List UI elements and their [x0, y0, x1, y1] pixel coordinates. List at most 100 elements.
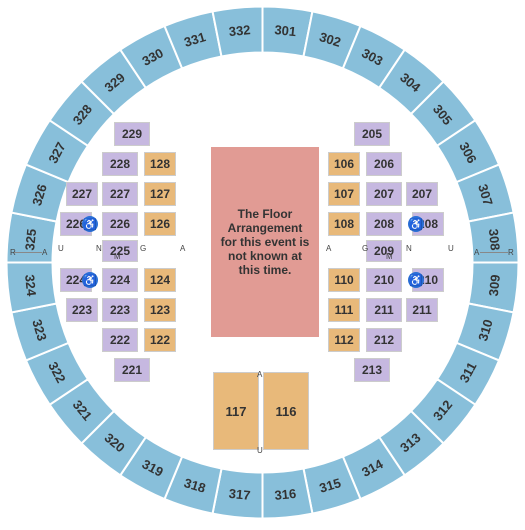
section-label: 111 [335, 303, 354, 317]
outer-section-label: 325 [22, 228, 39, 251]
wheelchair-icon: ♿ [408, 272, 424, 288]
row-letter: M [386, 252, 393, 261]
section-label: 126 [150, 217, 170, 231]
right-outer-section-206[interactable]: 206 [366, 152, 402, 176]
floor-message: The Floor Arrangement for this event is … [219, 207, 311, 277]
right-100-section-112[interactable]: 112 [328, 328, 360, 352]
left-100-section-122[interactable]: 122 [144, 328, 176, 352]
left-100-section-124[interactable]: 124 [144, 268, 176, 292]
section-label: 116 [276, 404, 297, 419]
left-100-section-127[interactable]: 127 [144, 182, 176, 206]
section-label: 122 [150, 333, 170, 347]
section-label: 206 [374, 157, 394, 171]
left-inner-section-224[interactable]: 224 [102, 268, 138, 292]
right-100-section-110[interactable]: 110 [328, 268, 360, 292]
right-outer-section-207[interactable]: 207 [406, 182, 438, 206]
aisle-line [14, 252, 42, 253]
section-label: 207 [374, 187, 394, 201]
outer-section-label: 317 [228, 486, 251, 503]
wheelchair-icon: ♿ [82, 272, 98, 288]
right-outer-section-212[interactable]: 212 [366, 328, 402, 352]
wheelchair-icon: ♿ [82, 216, 98, 232]
left-outer-section-223[interactable]: 223 [66, 298, 98, 322]
outer-section-label: 308 [486, 228, 503, 251]
section-label: 107 [334, 187, 354, 201]
section-label: 210 [374, 273, 394, 287]
aisle-marker: A [42, 248, 47, 257]
section-label: 211 [412, 303, 431, 317]
right-100-section-107[interactable]: 107 [328, 182, 360, 206]
left-100-section-126[interactable]: 126 [144, 212, 176, 236]
section-label: 229 [122, 127, 142, 141]
row-letter: U [448, 244, 454, 253]
right-inner-section-210[interactable]: 210 [366, 268, 402, 292]
row-letter: U [257, 446, 263, 455]
right-100-section-111[interactable]: 111 [328, 298, 360, 322]
aisle-marker: A [474, 248, 479, 257]
row-letter: G [140, 244, 146, 253]
left-100-section-123[interactable]: 123 [144, 298, 176, 322]
row-letter: G [362, 244, 368, 253]
section-label: 207 [412, 187, 432, 201]
right-outer-section-205[interactable]: 205 [354, 122, 390, 146]
right-inner-section-207[interactable]: 207 [366, 182, 402, 206]
section-label: 123 [150, 303, 170, 317]
right-outer-section-211[interactable]: 211 [406, 298, 438, 322]
outer-section-label: 324 [22, 274, 39, 298]
seating-map: 3013023033043053063073083093103113123133… [0, 0, 525, 525]
section-label: 223 [110, 303, 130, 317]
section-label: 227 [72, 187, 92, 201]
section-label: 208 [374, 217, 394, 231]
floor-section-116[interactable]: 116 [263, 372, 309, 450]
section-label: 227 [110, 187, 130, 201]
right-outer-section-213[interactable]: 213 [354, 358, 390, 382]
right-inner-section-209[interactable]: 209 [366, 240, 402, 262]
wheelchair-icon: ♿ [408, 216, 424, 232]
section-label: 213 [362, 363, 382, 377]
section-label: 106 [334, 157, 354, 171]
aisle-line [480, 252, 508, 253]
section-label: 108 [334, 217, 354, 231]
left-outer-section-228[interactable]: 228 [102, 152, 138, 176]
row-letter: A [180, 244, 185, 253]
left-outer-section-222[interactable]: 222 [102, 328, 138, 352]
section-label: 112 [334, 333, 353, 347]
right-100-section-106[interactable]: 106 [328, 152, 360, 176]
section-label: 212 [374, 333, 394, 347]
floor-section-117[interactable]: 117 [213, 372, 259, 450]
row-letter: U [58, 244, 64, 253]
section-label: 127 [150, 187, 170, 201]
left-100-section-128[interactable]: 128 [144, 152, 176, 176]
left-outer-section-229[interactable]: 229 [114, 122, 150, 146]
left-inner-section-227[interactable]: 227 [102, 182, 138, 206]
outer-section-label: 301 [274, 22, 297, 39]
row-letter: A [326, 244, 331, 253]
section-label: 222 [110, 333, 130, 347]
section-label: 211 [374, 303, 393, 317]
section-label: 224 [110, 273, 130, 287]
section-label: 226 [110, 217, 130, 231]
right-inner-section-208[interactable]: 208 [366, 212, 402, 236]
row-letter: M [114, 252, 121, 261]
floor-area[interactable]: The Floor Arrangement for this event is … [211, 147, 319, 337]
outer-section-label: 309 [486, 274, 503, 297]
section-label: 221 [122, 363, 142, 377]
row-letter: A [257, 370, 262, 379]
left-outer-section-221[interactable]: 221 [114, 358, 150, 382]
right-100-section-108[interactable]: 108 [328, 212, 360, 236]
section-label: 223 [72, 303, 92, 317]
outer-section-label: 316 [274, 486, 297, 503]
section-label: 228 [110, 157, 130, 171]
left-inner-section-223[interactable]: 223 [102, 298, 138, 322]
right-inner-section-211[interactable]: 211 [366, 298, 402, 322]
aisle-marker: R [508, 248, 514, 257]
left-outer-section-227[interactable]: 227 [66, 182, 98, 206]
section-label: 205 [362, 127, 382, 141]
outer-section-label: 332 [228, 22, 251, 39]
section-label: 128 [150, 157, 170, 171]
row-letter: N [96, 244, 102, 253]
left-inner-section-226[interactable]: 226 [102, 212, 138, 236]
section-label: 124 [150, 273, 170, 287]
section-label: 117 [226, 404, 247, 419]
section-label: 110 [334, 273, 353, 287]
